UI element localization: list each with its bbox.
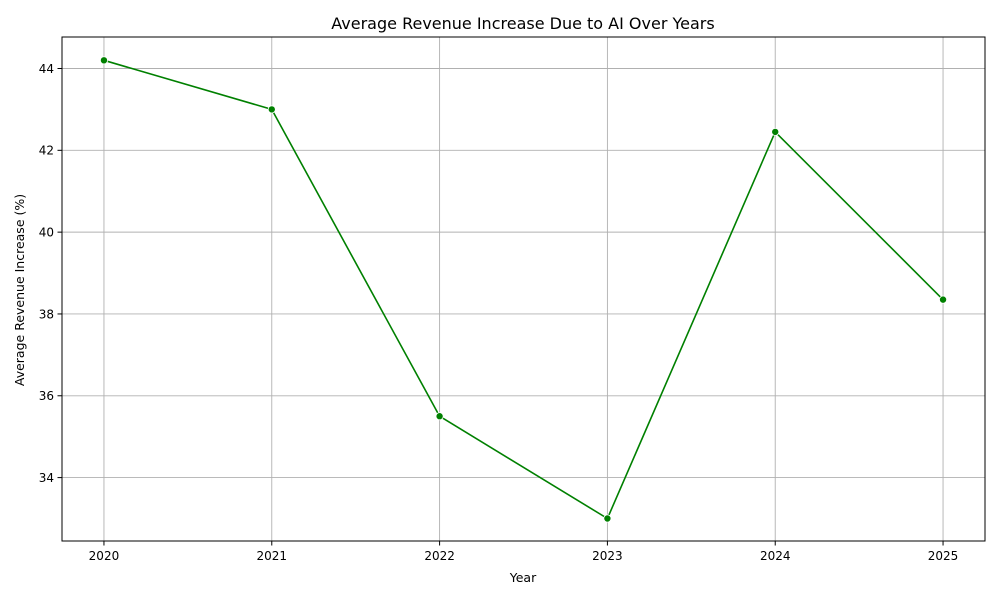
y-tick-label: 40: [39, 225, 54, 239]
plot-frame: [61, 36, 986, 542]
data-point: [267, 105, 276, 114]
x-tick-label: 2022: [424, 549, 455, 563]
grid: [62, 37, 985, 541]
y-tick-label: 44: [39, 62, 54, 76]
data-point: [435, 412, 444, 421]
x-tick-label: 2023: [592, 549, 623, 563]
y-axis-label: Average Revenue Increase (%): [12, 194, 27, 386]
y-tick-label: 34: [39, 471, 54, 485]
y-tick-label: 36: [39, 389, 54, 403]
series-line: [103, 59, 944, 520]
x-axis-label: Year: [509, 570, 537, 585]
data-point: [603, 514, 612, 523]
y-tick-label: 38: [39, 307, 54, 321]
data-point: [939, 295, 948, 304]
axis-ticks: 2020 2021 2022 2023 2024 2025 34 36 38 40 42 44: [39, 62, 959, 563]
chart-title: Average Revenue Increase Due to AI Over …: [331, 14, 714, 33]
x-tick-label: 2021: [256, 549, 287, 563]
data-point: [771, 127, 780, 136]
x-tick-label: 2020: [89, 549, 120, 563]
x-tick-label: 2025: [928, 549, 959, 563]
y-tick-label: 42: [39, 144, 54, 158]
x-tick-label: 2024: [760, 549, 791, 563]
series-layer: [99, 56, 948, 523]
data-point: [99, 56, 108, 65]
